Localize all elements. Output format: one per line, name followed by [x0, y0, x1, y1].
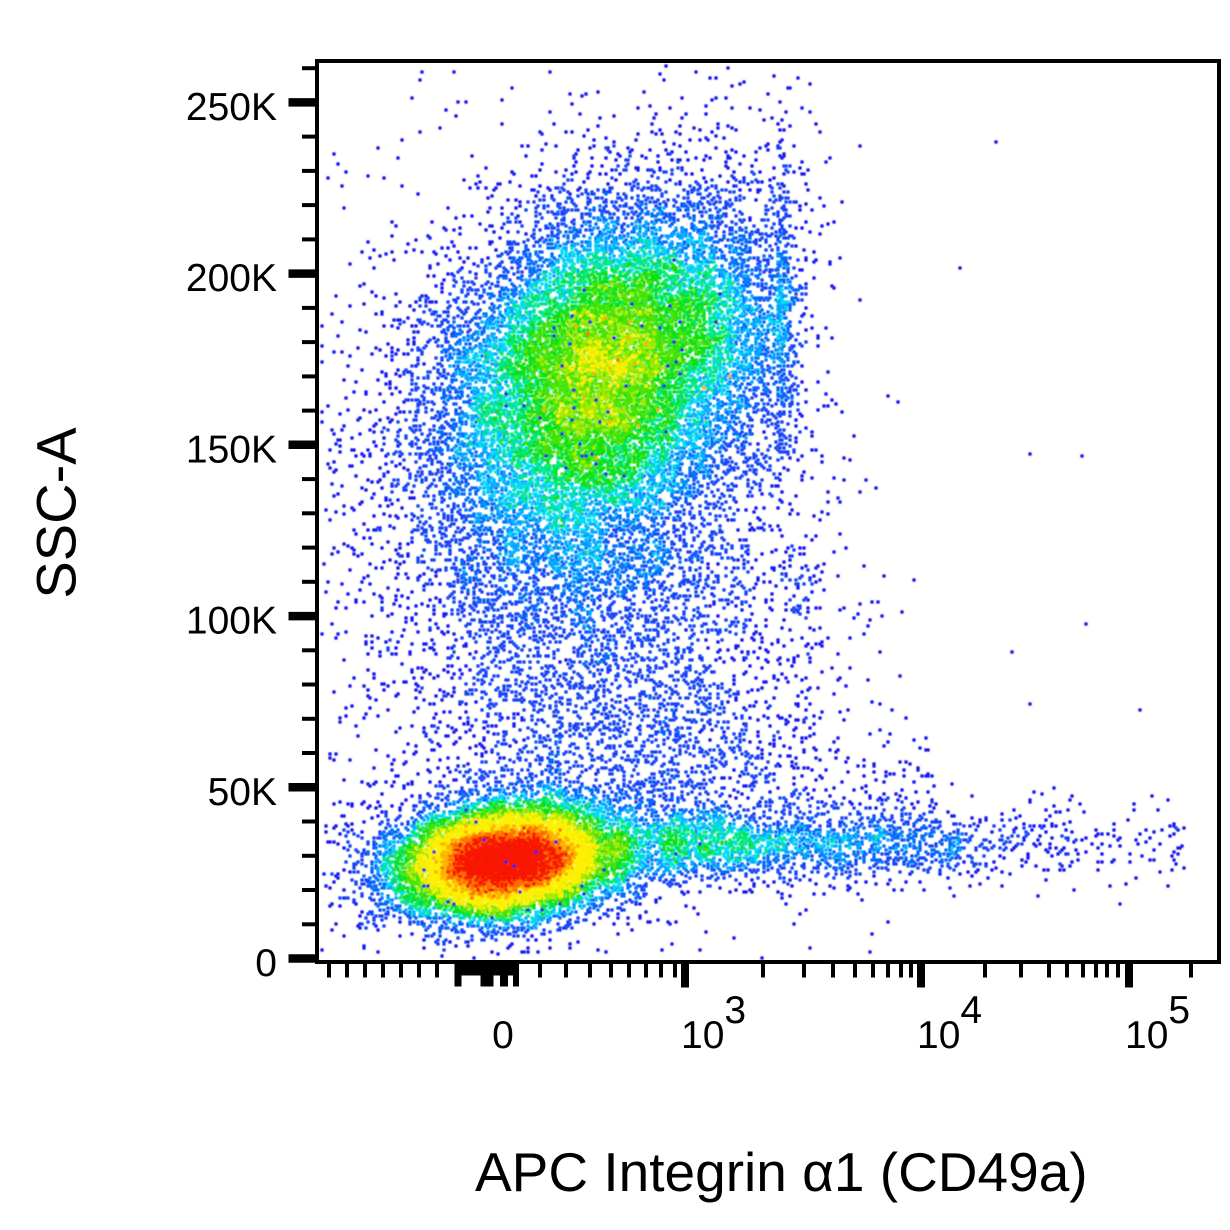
- svg-text:150K: 150K: [186, 428, 277, 471]
- svg-text:200K: 200K: [186, 257, 277, 300]
- svg-text:250K: 250K: [186, 86, 277, 129]
- svg-text:105: 105: [1125, 989, 1190, 1057]
- svg-text:0: 0: [492, 1014, 514, 1057]
- svg-text:104: 104: [917, 989, 982, 1057]
- svg-text:0: 0: [255, 942, 277, 985]
- svg-text:SSC-A: SSC-A: [25, 427, 88, 599]
- svg-text:50K: 50K: [208, 771, 277, 814]
- svg-text:100K: 100K: [186, 600, 277, 643]
- svg-text:APC Integrin α1 (CD49a): APC Integrin α1 (CD49a): [475, 1141, 1088, 1203]
- svg-text:103: 103: [681, 989, 746, 1057]
